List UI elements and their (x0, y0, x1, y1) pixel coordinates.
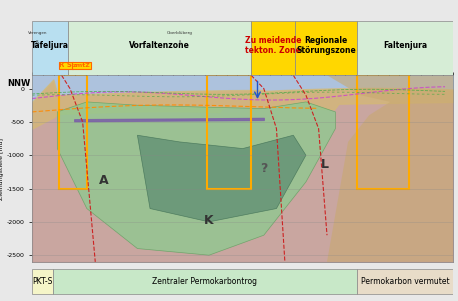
Text: Tafeljura: Tafeljura (31, 41, 69, 50)
Bar (68, 21, 251, 75)
Bar (295, 21, 356, 75)
Y-axis label: Zielnungstiefe [mü]: Zielnungstiefe [mü] (0, 138, 4, 200)
Bar (356, 269, 453, 294)
Text: ?: ? (260, 162, 267, 175)
Text: Zu meidende
tekton. Zone: Zu meidende tekton. Zone (245, 36, 301, 55)
Text: Permokarbon vermutet: Permokarbon vermutet (360, 277, 449, 286)
Bar (53, 269, 356, 294)
Bar (207, 75, 251, 188)
Polygon shape (137, 135, 306, 222)
Bar (251, 21, 295, 75)
Text: L: L (321, 158, 329, 171)
Text: Oberblüberg: Oberblüberg (167, 31, 192, 35)
Bar (32, 269, 53, 294)
Text: §: § (178, 39, 181, 44)
Text: PKT-S: PKT-S (33, 277, 53, 286)
Text: Vorfaltenzone: Vorfaltenzone (129, 41, 190, 50)
Text: A: A (99, 174, 109, 187)
Polygon shape (327, 75, 453, 262)
Text: §: § (36, 39, 39, 44)
Text: K: K (204, 214, 214, 227)
Text: Verengen: Verengen (28, 31, 47, 35)
Bar (32, 21, 68, 75)
Bar (356, 21, 453, 75)
Text: Regionale
Störungszone: Regionale Störungszone (296, 36, 356, 55)
Polygon shape (57, 102, 335, 255)
Text: NNW: NNW (7, 79, 30, 88)
Bar (60, 75, 87, 188)
Text: Faltenjura: Faltenjura (383, 41, 427, 50)
Text: R S: R S (60, 63, 72, 69)
Text: zmtZ: zmtZ (72, 63, 90, 68)
Text: Zentraler Permokarbontrog: Zentraler Permokarbontrog (153, 277, 257, 286)
Bar (356, 75, 409, 188)
